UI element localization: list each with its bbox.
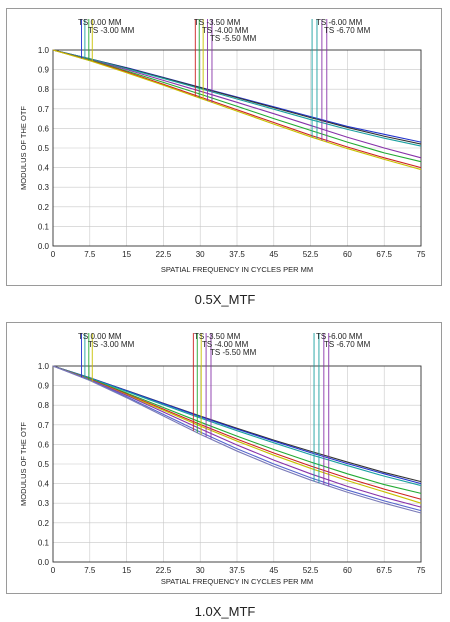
legend-label: TS -3.50 MM — [194, 18, 241, 27]
y-tick-label: 0.2 — [38, 203, 50, 212]
x-tick-label: 67.5 — [376, 250, 392, 259]
legend-label: TS -6.00 MM — [316, 18, 363, 27]
x-tick-label: 60 — [343, 250, 352, 259]
y-tick-label: 0.6 — [38, 440, 50, 449]
plot-frame — [52, 49, 422, 247]
series-line — [52, 365, 422, 500]
x-tick-label: 15 — [122, 250, 131, 259]
x-tick-label: 75 — [417, 566, 426, 575]
plot-frame — [52, 365, 422, 563]
legend-label: TS -3.00 MM — [88, 340, 135, 349]
x-tick-label: 15 — [122, 566, 131, 575]
x-tick-label: 30 — [196, 250, 205, 259]
x-tick-label: 7.5 — [84, 250, 96, 259]
legend-label: TS 0.00 MM — [78, 332, 122, 341]
y-tick-label: 0.0 — [38, 242, 50, 251]
chart-caption-2: 1.0X_MTF — [194, 604, 256, 619]
series-line — [52, 49, 422, 159]
x-tick-label: 7.5 — [84, 566, 96, 575]
series-line — [52, 49, 422, 163]
y-tick-label: 0.2 — [38, 519, 50, 528]
y-tick-label: 0.0 — [38, 558, 50, 567]
x-tick-label: 37.5 — [229, 250, 245, 259]
series-line — [52, 365, 422, 485]
legend-label: TS -4.00 MM — [202, 340, 249, 349]
mtf-chart-1: 0 7.5 15 22.5 30 37.5 45 52.5 60 67.5 75 0.0 0.1 0.2 0… — [19, 18, 426, 274]
x-tick-label: 22.5 — [156, 566, 172, 575]
y-tick-label: 0.5 — [38, 460, 50, 469]
series-line — [52, 49, 422, 147]
x-tick-label: 45 — [269, 566, 278, 575]
legend-label: TS -6.70 MM — [324, 340, 371, 349]
x-tick-label: 52.5 — [303, 566, 319, 575]
y-axis-label: MODULUS OF THE OTF — [19, 422, 28, 506]
y-tick-label: 0.5 — [38, 144, 50, 153]
series-line — [52, 365, 422, 487]
series-line — [52, 365, 422, 514]
y-tick-label: 0.6 — [38, 124, 50, 133]
series-line — [52, 365, 422, 494]
y-tick-label: 0.1 — [38, 222, 50, 231]
x-axis-label: SPATIAL FREQUENCY IN CYCLES PER MM — [161, 577, 313, 586]
legend-label: TS -3.00 MM — [88, 26, 135, 35]
x-tick-label: 0 — [51, 566, 56, 575]
mtf-chart-2: 0 7.5 15 22.5 30 37.5 45 52.5 60 67.5 75 0.0 0.1 0.2 0… — [19, 332, 426, 586]
y-tick-label: 0.4 — [38, 480, 50, 489]
y-tick-label: 0.9 — [38, 66, 50, 75]
x-tick-label: 45 — [269, 250, 278, 259]
y-tick-label: 0.8 — [38, 401, 50, 410]
x-tick-label: 37.5 — [229, 566, 245, 575]
series-line — [52, 365, 422, 512]
legend-label: TS -5.50 MM — [210, 34, 257, 43]
legend-label: TS -5.50 MM — [210, 348, 257, 357]
y-tick-label: 0.3 — [38, 499, 50, 508]
series-line — [52, 49, 422, 171]
legend-label: TS -6.00 MM — [316, 332, 363, 341]
x-tick-label: 60 — [343, 566, 352, 575]
y-tick-label: 0.8 — [38, 85, 50, 94]
y-tick-label: 0.9 — [38, 382, 50, 391]
x-tick-label: 22.5 — [156, 250, 172, 259]
x-tick-label: 52.5 — [303, 250, 319, 259]
x-tick-label: 67.5 — [376, 566, 392, 575]
y-tick-label: 0.7 — [38, 421, 50, 430]
legend-label: TS -6.70 MM — [324, 26, 371, 35]
legend-label: TS -4.00 MM — [202, 26, 249, 35]
y-tick-label: 0.7 — [38, 105, 50, 114]
mtf-chart-panel-2: 0 7.5 15 22.5 30 37.5 45 52.5 60 67.5 75 0.0 0.1 0.2 0… — [6, 322, 442, 594]
y-tick-label: 0.1 — [38, 538, 50, 547]
legend-label: TS -3.50 MM — [194, 332, 241, 341]
y-axis-label: MODULUS OF THE OTF — [19, 106, 28, 190]
mtf-chart-panel-1: 0 7.5 15 22.5 30 37.5 45 52.5 60 67.5 75 0.0 0.1 0.2 0… — [6, 8, 442, 286]
x-tick-label: 75 — [417, 250, 426, 259]
series-line — [52, 365, 422, 508]
x-axis-label: SPATIAL FREQUENCY IN CYCLES PER MM — [161, 265, 313, 274]
x-tick-label: 30 — [196, 566, 205, 575]
y-tick-label: 0.4 — [38, 164, 50, 173]
series-line — [52, 49, 422, 169]
y-tick-label: 0.3 — [38, 183, 50, 192]
y-tick-label: 1.0 — [38, 362, 50, 371]
x-tick-label: 0 — [51, 250, 56, 259]
grid — [52, 365, 422, 563]
legend-label: TS 0.00 MM — [78, 18, 122, 27]
y-tick-label: 1.0 — [38, 46, 50, 55]
chart-caption-1: 0.5X_MTF — [194, 292, 256, 307]
